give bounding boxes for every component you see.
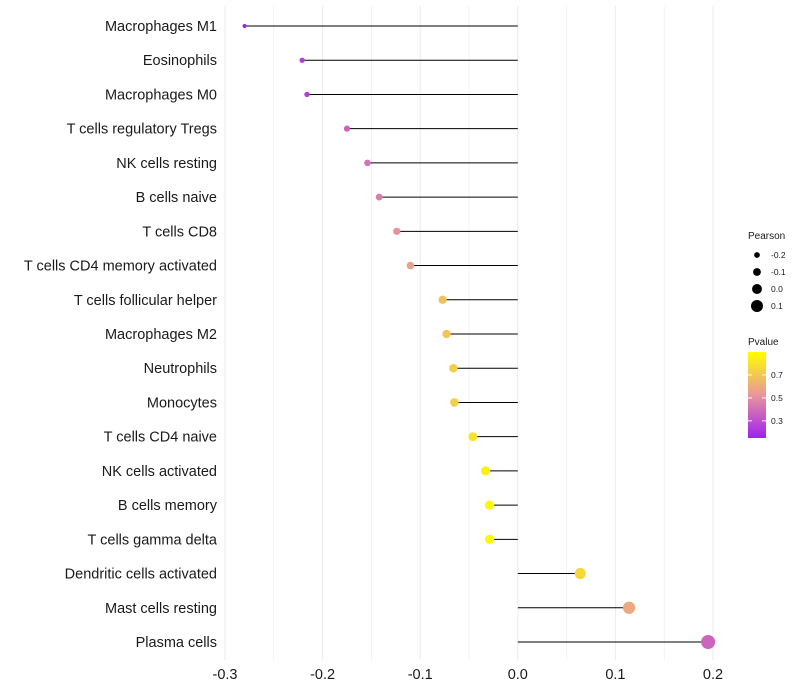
lollipop-point (304, 91, 310, 98)
size-legend-key (753, 268, 761, 276)
y-category-label: B cells naive (136, 190, 217, 206)
size-legend-key (752, 284, 762, 294)
y-category-label: Eosinophils (143, 53, 217, 69)
size-legend-key (754, 252, 760, 258)
y-category-label: Dendritic cells activated (65, 567, 217, 583)
lollipop-point (484, 534, 495, 544)
lollipop-point (574, 567, 586, 580)
x-tick-label: 0.1 (605, 667, 625, 683)
y-category-label: T cells regulatory Tregs (67, 122, 217, 138)
color-legend-label: 0.5 (771, 393, 783, 403)
x-tick-label: -0.3 (213, 667, 238, 683)
color-legend-colorbar (748, 352, 766, 438)
x-tick-label: 0.0 (508, 667, 528, 683)
color-legend-label: 0.7 (771, 370, 783, 380)
size-legend-key (751, 300, 763, 312)
size-legend-label: -0.1 (771, 267, 786, 277)
y-category-label: Plasma cells (136, 635, 217, 651)
y-category-label: NK cells resting (116, 156, 217, 172)
lollipop-point (449, 363, 458, 373)
size-legend-label: -0.2 (771, 250, 786, 260)
grid-layer (224, 6, 714, 660)
lollipop-point (406, 261, 415, 270)
y-category-label: T cells CD4 memory activated (24, 259, 217, 275)
size-legend-label: 0.1 (771, 301, 783, 311)
y-category-label: Neutrophils (144, 361, 217, 377)
y-category-label: NK cells activated (102, 464, 217, 480)
lollipop-point (438, 295, 447, 304)
lollipop-point (442, 329, 451, 339)
y-category-label: Monocytes (147, 395, 217, 411)
y-category-label: Macrophages M0 (105, 87, 217, 103)
lollipop-point (393, 227, 401, 235)
lollipop-point (343, 125, 351, 132)
x-tick-label: -0.1 (408, 667, 433, 683)
y-category-label: Mast cells resting (105, 601, 217, 617)
lollipop-point (622, 601, 636, 614)
lollipop-point (484, 500, 495, 510)
size-legend: Pearson -0.2 -0.1 0.0 0.1 (748, 231, 786, 312)
lollipop-point (701, 635, 716, 649)
size-legend-title: Pearson (748, 231, 785, 242)
segments (244, 25, 709, 643)
lollipop-point (242, 24, 247, 28)
lollipop-point (375, 193, 383, 201)
y-category-label: T cells follicular helper (74, 293, 217, 309)
size-legend-label: 0.0 (771, 284, 783, 294)
lollipop-point (364, 159, 371, 167)
color-legend-label: 0.3 (771, 416, 783, 426)
lollipop-point (468, 432, 478, 442)
y-axis: Macrophages M1 Eosinophils Macrophages M0 T… (24, 19, 218, 651)
y-category-label: T cells CD8 (142, 224, 217, 240)
y-category-label: T cells CD4 naive (104, 430, 217, 446)
x-axis: -0.3 -0.2 -0.1 0.0 0.2 0.1 (213, 667, 724, 683)
lollipop-point (480, 466, 491, 476)
color-legend-title: Pvalue (748, 337, 779, 348)
color-legend: Pvalue 0.7 0.5 0.3 (748, 337, 783, 438)
y-category-label: B cells memory (118, 498, 218, 514)
y-category-label: Macrophages M2 (105, 327, 217, 343)
x-tick-label: 0.2 (703, 667, 723, 683)
points (242, 24, 716, 649)
x-tick-label: -0.2 (310, 667, 335, 683)
lollipop-point (450, 398, 459, 407)
y-category-label: Macrophages M1 (105, 19, 217, 35)
lollipop-point (299, 57, 305, 63)
y-category-label: T cells gamma delta (88, 532, 218, 548)
